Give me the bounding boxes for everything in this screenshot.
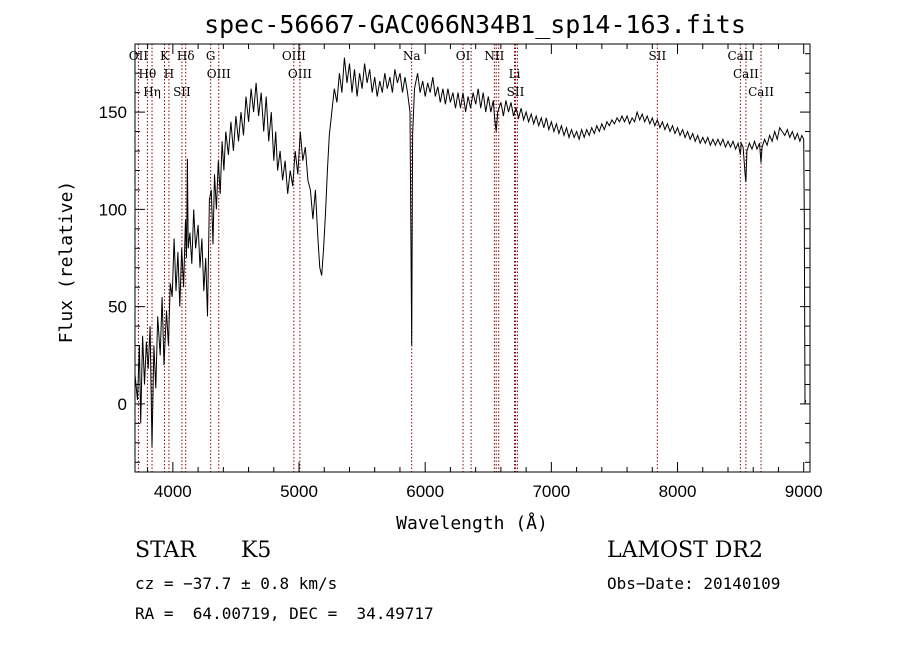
x-tick-label: 4000 <box>154 482 192 501</box>
line-marker-label: SII <box>173 85 191 99</box>
x-tick-label: 6000 <box>406 482 444 501</box>
plot-frame <box>134 43 811 473</box>
line-marker-label: Na <box>403 49 421 63</box>
x-tick-label: 5000 <box>280 482 318 501</box>
y-axis-label: Flux (relative) <box>56 181 77 344</box>
line-marker-label: G <box>206 49 216 63</box>
redshift-velocity: cz = −37.7 ± 0.8 km/s <box>135 574 338 593</box>
observation-date: Obs−Date: 20140109 <box>607 574 781 593</box>
y-tick-label: 0 <box>118 395 127 414</box>
x-tick-label: 9000 <box>785 482 823 501</box>
y-axis-ticks: 0 50 100 150 <box>99 53 810 463</box>
y-tick-label: 100 <box>99 200 127 219</box>
line-marker-label: OIII <box>207 67 231 81</box>
line-marker-label: CaII <box>748 85 774 99</box>
line-marker-label: SII <box>648 49 666 63</box>
line-marker-label: OI <box>456 49 471 63</box>
coordinates: RA = 64.00719, DEC = 34.49717 <box>135 604 434 623</box>
chart-title: spec-56667-GAC066N34B1_sp14-163.fits <box>204 10 746 39</box>
emission-line-labels: OII Hθ Hη KH SII Hδ G OIII OIII OIII Na OI NII Li SII S… <box>129 49 774 99</box>
spectrum-line <box>134 57 807 447</box>
object-subclass: K5 <box>241 538 272 563</box>
line-marker-label: Li <box>509 67 521 81</box>
x-tick-label: 7000 <box>532 482 570 501</box>
y-tick-label: 50 <box>108 298 127 317</box>
object-class: STAR <box>135 538 196 563</box>
line-marker-label: OII <box>129 49 149 63</box>
x-axis-ticks: 4000 5000 6000 7000 8000 9000 <box>147 44 823 501</box>
line-marker-label: Hθ <box>139 67 157 81</box>
line-marker-label: H <box>164 67 174 81</box>
x-axis-label: Wavelength (Å) <box>396 512 548 534</box>
survey-name: LAMOST DR2 <box>607 538 763 563</box>
line-marker-label: OIII <box>282 49 306 63</box>
line-marker-label: NII <box>484 49 504 63</box>
line-marker-label: CaII <box>733 67 759 81</box>
line-marker-label: Hδ <box>177 49 195 63</box>
line-marker-label: Hη <box>143 85 161 99</box>
line-marker-label: CaII <box>727 49 753 63</box>
x-tick-label: 8000 <box>659 482 697 501</box>
emission-line-markers <box>137 44 762 472</box>
y-tick-label: 150 <box>99 103 127 122</box>
line-marker-label: K <box>160 49 170 63</box>
line-marker-label: OIII <box>288 67 312 81</box>
line-marker-label: SII <box>507 85 525 99</box>
